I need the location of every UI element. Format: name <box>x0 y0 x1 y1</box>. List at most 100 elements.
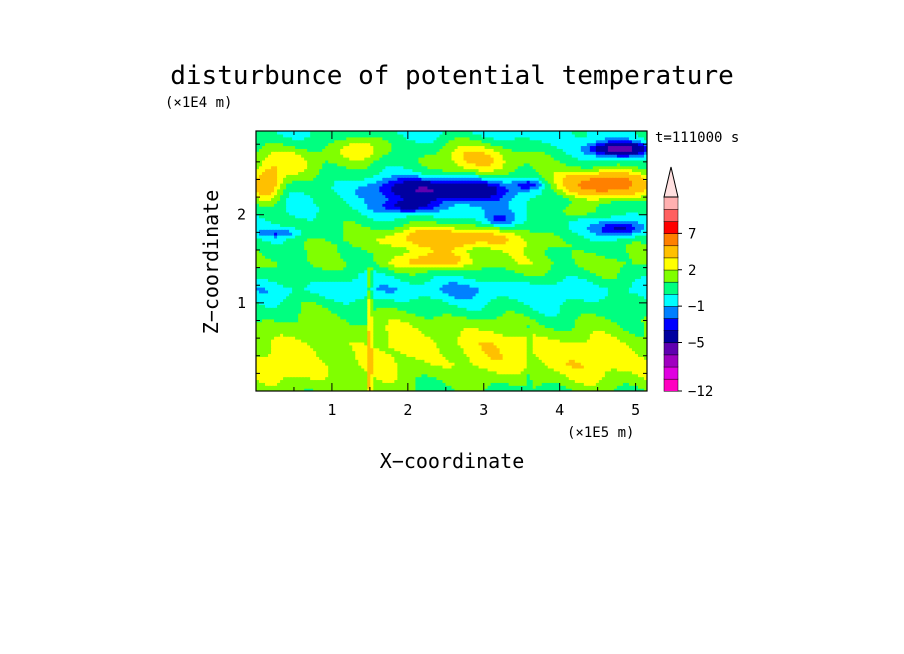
heatmap-cell <box>502 379 507 383</box>
heatmap-cell <box>334 365 338 369</box>
heatmap-cell <box>289 385 293 389</box>
heatmap-cell <box>370 382 374 386</box>
heatmap-cell <box>520 385 525 389</box>
heatmap-cell <box>259 385 263 389</box>
heatmap-cell <box>520 362 525 366</box>
heatmap-cell <box>538 385 543 389</box>
heatmap-cell <box>586 382 591 386</box>
heatmap-cell <box>496 385 501 389</box>
heatmap-cell <box>553 370 558 375</box>
heatmap-cell <box>502 373 507 378</box>
heatmap-cell <box>421 373 426 378</box>
heatmap-cell <box>640 382 645 386</box>
heatmap-cell <box>349 385 353 389</box>
heatmap-cell <box>385 385 389 389</box>
heatmap-cell <box>427 370 432 375</box>
heatmap-cell <box>562 362 567 366</box>
heatmap-cell <box>532 373 537 378</box>
heatmap-cell <box>319 367 323 372</box>
heatmap-cell <box>514 379 519 383</box>
heatmap-cell <box>643 370 647 375</box>
heatmap-cell <box>418 373 423 378</box>
heatmap-cell <box>355 362 359 366</box>
heatmap-cell <box>493 376 498 381</box>
heatmap-cell <box>634 376 639 381</box>
heatmap-cell <box>556 376 561 381</box>
heatmap-cell <box>325 362 329 366</box>
heatmap-cell <box>331 379 335 383</box>
heatmap-cell <box>487 373 492 378</box>
heatmap-cell <box>268 362 272 366</box>
heatmap-cell <box>289 382 293 386</box>
heatmap-cell <box>373 388 377 391</box>
heatmap-cell <box>328 382 332 386</box>
heatmap-cell <box>325 379 329 383</box>
heatmap-cell <box>301 367 305 372</box>
heatmap-cell <box>448 370 453 375</box>
heatmap-cell <box>490 382 495 386</box>
heatmap-cell <box>418 365 423 369</box>
heatmap-cell <box>520 379 525 383</box>
heatmap-cell <box>607 382 612 386</box>
heatmap-cell <box>625 385 630 389</box>
heatmap-cell <box>424 370 429 375</box>
heatmap-cell <box>403 376 407 381</box>
heatmap-cell <box>400 370 404 375</box>
heatmap-cell <box>499 365 504 369</box>
heatmap-cell <box>508 385 513 389</box>
heatmap-cell <box>598 373 603 378</box>
heatmap-cell <box>580 367 585 372</box>
heatmap-cell <box>448 367 453 372</box>
heatmap-cell <box>343 376 347 381</box>
heatmap-cell <box>316 376 320 381</box>
heatmap-cell <box>304 367 308 372</box>
heatmap-cell <box>280 388 284 391</box>
heatmap-cell <box>355 388 359 391</box>
heatmap-cell <box>319 370 323 375</box>
heatmap-cell <box>292 367 296 372</box>
heatmap-cell <box>433 382 438 386</box>
heatmap-cell <box>349 382 353 386</box>
heatmap-cell <box>256 373 260 378</box>
heatmap-cell <box>604 385 609 389</box>
heatmap-cell <box>436 385 441 389</box>
heatmap-cell <box>358 385 362 389</box>
heatmap-cell <box>508 373 513 378</box>
heatmap-cell <box>346 385 350 389</box>
heatmap-cell <box>376 365 380 369</box>
heatmap-cell <box>415 367 420 372</box>
heatmap-cell <box>580 362 585 366</box>
heatmap-cell <box>487 370 492 375</box>
heatmap-cell <box>595 367 600 372</box>
heatmap-cell <box>514 365 519 369</box>
heatmap-cell <box>466 385 471 389</box>
heatmap-cell <box>352 382 356 386</box>
heatmap-cell <box>445 373 450 378</box>
heatmap-cell <box>346 370 350 375</box>
heatmap-cell <box>475 362 480 366</box>
heatmap-cell <box>388 379 392 383</box>
heatmap-cell <box>622 382 627 386</box>
heatmap-cell <box>382 373 386 378</box>
heatmap-cell <box>265 379 269 383</box>
heatmap-cell <box>634 388 639 391</box>
heatmap-cell <box>496 373 501 378</box>
heatmap-cell <box>547 388 552 391</box>
heatmap-cell <box>463 379 468 383</box>
heatmap-cell <box>613 379 618 383</box>
heatmap-cell <box>541 370 546 375</box>
heatmap-cell <box>409 379 413 383</box>
heatmap-cell <box>499 382 504 386</box>
heatmap-cell <box>322 379 326 383</box>
heatmap-cell <box>640 370 645 375</box>
heatmap-cell <box>484 362 489 366</box>
heatmap-cell <box>316 379 320 383</box>
heatmap-cell <box>304 365 308 369</box>
heatmap-cell <box>385 388 389 391</box>
heatmap-cell <box>364 385 368 389</box>
heatmap-cell <box>586 376 591 381</box>
heatmap-cell <box>262 370 266 375</box>
heatmap-cell <box>334 370 338 375</box>
heatmap-cell <box>499 367 504 372</box>
heatmap-cell <box>481 373 486 378</box>
